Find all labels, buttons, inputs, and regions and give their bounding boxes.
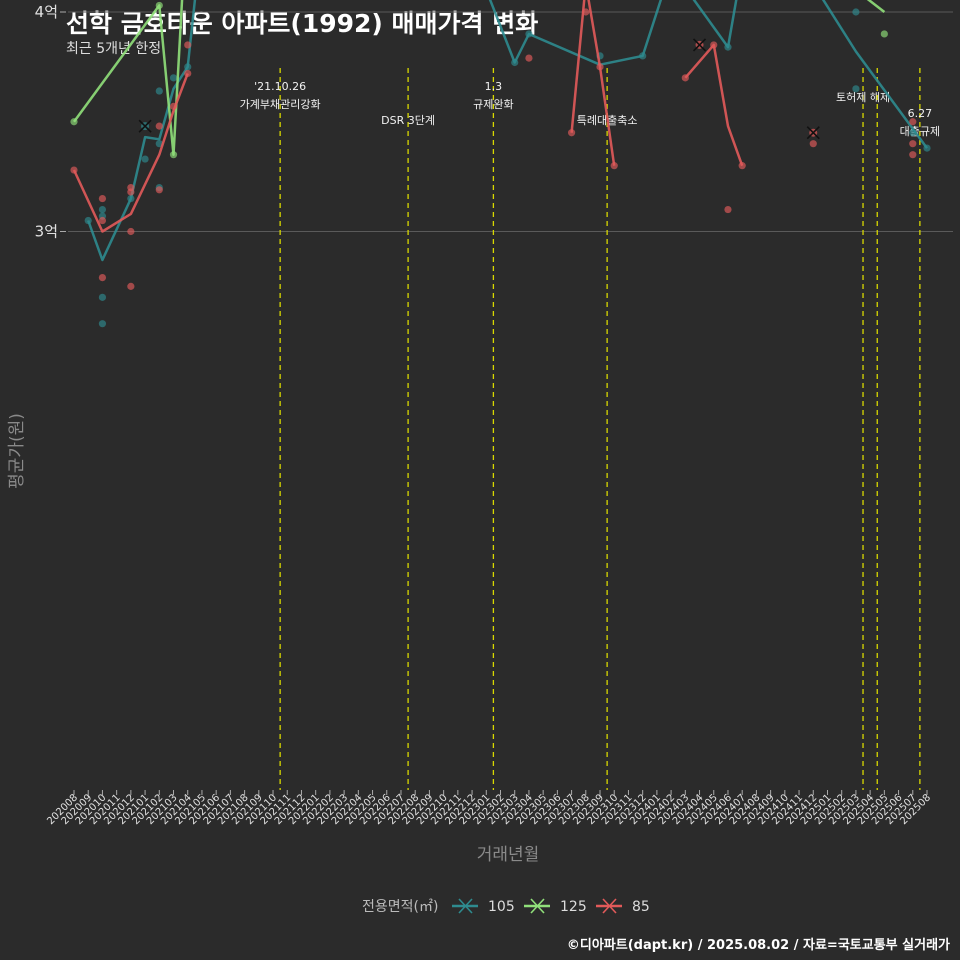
legend-label: 125 (560, 899, 587, 915)
legend: 전용면적(㎡) 105 125 85 (362, 898, 650, 915)
data-point (525, 54, 533, 62)
data-point (155, 186, 163, 194)
legend-swatch-cross (458, 898, 473, 914)
legend-swatch-cross (602, 898, 617, 914)
data-point (852, 85, 860, 93)
series-line (87, 0, 929, 262)
event-label: 규제완화 (473, 98, 513, 111)
data-point (98, 293, 107, 301)
data-point (98, 216, 107, 225)
data-point (127, 188, 135, 196)
y-tick-label: 3억 (35, 223, 58, 241)
event-label: '21.10.26 (254, 80, 306, 93)
data-point (852, 8, 860, 16)
cancelled-mark (692, 38, 707, 52)
series-line (684, 43, 744, 167)
source-caption: ©디아파트(dapt.kr) / 2025.08.02 / 자료=국토교통부 실… (566, 938, 950, 953)
data-point (909, 118, 917, 126)
x-axis-title: 거래년월 (477, 845, 540, 865)
data-point (880, 30, 888, 38)
legend-label: 105 (488, 899, 515, 915)
data-point (169, 74, 178, 82)
data-point (127, 227, 135, 236)
series-125 (70, 0, 888, 159)
data-point (98, 194, 107, 203)
data-point (184, 41, 192, 49)
data-point (98, 205, 107, 214)
axes: 3억4억5억2020082020092020102020112020122021… (35, 3, 933, 827)
legend-swatch-cross (530, 898, 545, 914)
legend-title: 전용면적(㎡) (362, 899, 438, 915)
chart-subtitle: 최근 5개년 한정 (66, 41, 162, 57)
data-point (98, 273, 107, 282)
cancelled-mark (138, 119, 152, 133)
y-axis-title: 평균가(원) (7, 413, 27, 489)
series-layer (70, 0, 931, 328)
data-point (909, 151, 917, 159)
data-point (567, 129, 576, 137)
series-105 (84, 0, 931, 328)
series-line (72, 73, 189, 233)
event-label: 6.27 (908, 107, 933, 120)
event-label: 가계부채관리강화 (240, 98, 321, 111)
grid (68, 11, 953, 232)
y-tick-label: 4억 (35, 3, 58, 21)
event-label: 토허제 해제 (836, 90, 890, 104)
event-label: 1.3 (485, 80, 503, 93)
data-point (127, 282, 135, 290)
data-point (155, 87, 163, 95)
data-point (98, 320, 107, 328)
event-label: DSR 3단계 (381, 114, 435, 127)
series-85 (70, 0, 917, 290)
series-line (72, 0, 886, 156)
data-point (141, 155, 149, 163)
cancelled-mark (806, 126, 820, 140)
data-point (155, 122, 163, 130)
legend-label: 85 (632, 899, 650, 915)
data-point (909, 140, 917, 148)
data-point (809, 140, 817, 148)
event-label: 대출규제 (900, 125, 940, 138)
series-line (570, 0, 616, 166)
data-point (724, 205, 732, 214)
